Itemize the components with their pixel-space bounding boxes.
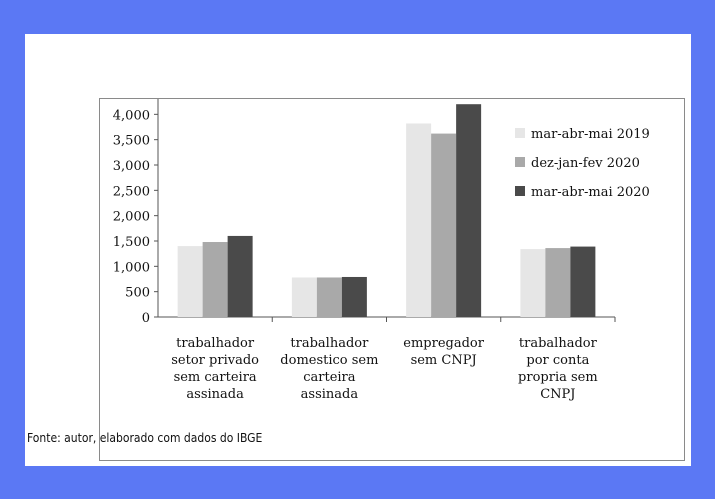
- bar: [456, 104, 482, 317]
- legend-swatch: [515, 186, 525, 196]
- y-tick-label: 500: [125, 286, 150, 301]
- x-tick-label-line: assinada: [301, 387, 359, 402]
- bar: [202, 242, 228, 317]
- source-note: Fonte: autor, elaborado com dados do IBG…: [27, 431, 263, 445]
- legend-label: dez-jan-fev 2020: [531, 156, 640, 171]
- x-tick-label: trabalhador setor privado sem carteira assi…: [171, 336, 259, 402]
- bar: [291, 277, 317, 317]
- x-tick-label: trabalhador por conta propria sem CNPJ: [518, 336, 598, 402]
- bar: [545, 248, 571, 317]
- x-tick-label-line: trabalhador: [519, 336, 598, 351]
- x-tick-label-line: setor privado: [171, 353, 259, 368]
- x-tick-label-line: trabalhador: [290, 336, 369, 351]
- y-tick-label: 3,000: [113, 159, 150, 174]
- y-tick-label: 3,500: [113, 134, 150, 149]
- figure-card: 05001,0001,5002,0002,5003,0003,5004,0004…: [25, 34, 691, 466]
- y-tick-label: 2,500: [113, 184, 150, 199]
- x-tick-label: empregador sem CNPJ: [403, 336, 484, 368]
- x-tick-label-line: domestico sem: [280, 353, 378, 368]
- bar: [406, 123, 432, 317]
- legend-label: mar-abr-mai 2019: [531, 127, 650, 142]
- x-tick-label-line: empregador: [403, 336, 484, 351]
- chart-frame: 05001,0001,5002,0002,5003,0003,5004,0004…: [99, 98, 685, 461]
- bar: [570, 246, 596, 317]
- bar: [431, 133, 457, 317]
- x-tick-label-line: carteira: [303, 370, 356, 385]
- y-tick-label: 2,000: [113, 210, 150, 225]
- y-tick-label: 1,500: [113, 235, 150, 250]
- x-tick-label-line: trabalhador: [176, 336, 255, 351]
- x-tick-label-line: sem CNPJ: [411, 353, 477, 368]
- x-tick-label-line: assinada: [186, 387, 244, 402]
- y-tick-label: 0: [142, 311, 150, 326]
- bar: [520, 249, 546, 317]
- bar: [316, 277, 342, 317]
- bar-chart: 05001,0001,5002,0002,5003,0003,5004,0004…: [113, 99, 650, 402]
- x-tick-label-line: por conta: [526, 353, 589, 368]
- x-tick-label-line: sem carteira: [174, 370, 257, 385]
- legend-label: mar-abr-mai 2020: [531, 185, 650, 200]
- bar: [177, 246, 203, 317]
- y-tick-label: 1,000: [113, 260, 150, 275]
- legend-swatch: [515, 157, 525, 167]
- y-tick-label: 4,000: [113, 108, 150, 123]
- x-tick-label: trabalhador domestico sem carteira assinada: [280, 336, 378, 402]
- x-tick-label-line: propria sem: [518, 370, 598, 385]
- x-tick-label-line: CNPJ: [540, 387, 575, 402]
- legend-swatch: [515, 128, 525, 138]
- bar: [341, 276, 367, 317]
- bar: [227, 235, 253, 317]
